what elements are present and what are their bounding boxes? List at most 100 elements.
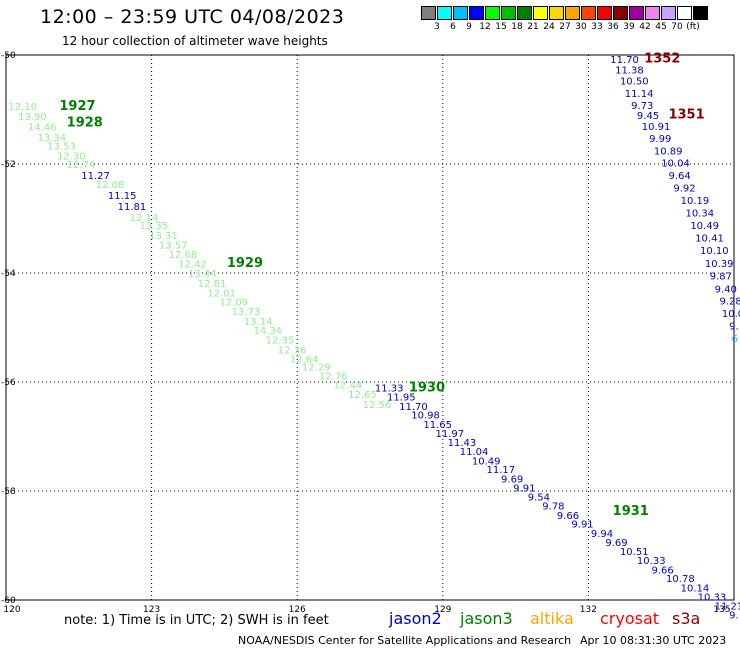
scale-swatch: [661, 6, 676, 20]
swh-value-label: 14.34: [254, 326, 283, 337]
swh-value-label: 10.33: [637, 556, 666, 567]
legend-cryosat: cryosat: [600, 609, 660, 628]
scale-swatch: [501, 6, 516, 20]
swh-value-label: 6: [732, 334, 738, 345]
swh-value-label: 13.31: [149, 231, 178, 242]
swh-value-label: 10.49: [690, 221, 719, 232]
credit-line: NOAA/NESDIS Center for Satellite Applica…: [238, 634, 572, 647]
generated-timestamp: Apr 10 08:31:30 UTC 2023: [580, 634, 727, 647]
swh-value-label: 14.46: [28, 122, 57, 133]
swh-value-label: 11.33: [375, 383, 404, 394]
legend-jason3: jason3: [460, 609, 513, 628]
footer-note: note: 1) Time is in UTC; 2) SWH is in fe…: [64, 613, 329, 628]
scale-tick-label: (ft): [686, 22, 700, 32]
scale-tick-label: 15: [495, 22, 507, 32]
scale-tick-label: 18: [511, 22, 523, 32]
scale-tick-label: 33: [591, 22, 603, 32]
map-frame: [5, 54, 735, 601]
swh-value-label: 9.28: [719, 296, 740, 307]
longitude-tick-label: 132: [580, 605, 597, 615]
scale-swatch: [421, 6, 436, 20]
scale-tick-label: 12: [479, 22, 491, 32]
pass-label: 1931: [613, 504, 649, 519]
latitude-tick-label: -52: [1, 160, 16, 170]
longitude-tick-label: 135: [713, 605, 730, 615]
swh-value-label: 11.14: [625, 89, 654, 100]
pass-label: 1930: [409, 380, 445, 395]
scale-tick-label: 42: [639, 22, 651, 32]
longitude-tick-label: 123: [143, 605, 160, 615]
scale-swatch: [677, 6, 692, 20]
swh-value-label: 12.64: [290, 355, 319, 366]
swh-value-label: 13.57: [159, 241, 188, 252]
latitude-tick-label: -58: [1, 487, 16, 497]
latitude-tick-label: -54: [1, 269, 16, 279]
map-subtitle: 12 hour collection of altimeter wave hei…: [62, 34, 328, 48]
swh-value-label: 11.15: [108, 191, 137, 202]
pass-label: 1929: [227, 256, 263, 271]
swh-value-label: 10.78: [666, 574, 695, 585]
scale-tick-label: 24: [543, 22, 555, 32]
scale-swatch: [485, 6, 500, 20]
scale-tick-label: 36: [607, 22, 619, 32]
map-title: 12:00 – 23:59 UTC 04/08/2023: [40, 6, 345, 28]
swh-value-label: 9.54: [528, 492, 550, 503]
swh-value-label: 9.92: [673, 183, 695, 194]
swh-value-label: 10.98: [411, 411, 440, 422]
swh-value-label: 12.30: [57, 151, 86, 162]
scale-swatch: [517, 6, 532, 20]
swh-value-label: 9.45: [637, 111, 659, 122]
scale-swatch: [581, 6, 596, 20]
legend-s3a: s3a: [672, 609, 701, 628]
latitude-tick-label: -50: [1, 51, 16, 61]
swh-value-label: 10.34: [685, 209, 714, 220]
scale-swatch: [453, 6, 468, 20]
latitude-tick-label: -60: [1, 596, 16, 606]
scale-tick-label: 6: [450, 22, 456, 32]
legend-altika: altika: [530, 609, 574, 628]
scale-tick-label: 9: [466, 22, 472, 32]
scale-swatch: [613, 6, 628, 20]
swh-value-label: 10.41: [695, 234, 724, 245]
swh-value-label: 13.44: [188, 269, 217, 280]
pass-label: 1352: [644, 52, 680, 67]
scale-swatch: [629, 6, 644, 20]
swh-value-label: 10.91: [642, 122, 671, 133]
swh-value-label: 9.73: [631, 101, 653, 112]
scale-tick-label: 27: [559, 22, 571, 32]
swh-value-label: 13.73: [232, 307, 261, 318]
swh-value-label: 11.21: [715, 601, 740, 612]
swh-value-label: 10.39: [705, 259, 734, 270]
swh-value-label: 11.27: [81, 171, 110, 182]
scale-tick-label: 30: [575, 22, 587, 32]
swh-value-label: 9.94: [591, 529, 613, 540]
swh-value-label: 12.10: [8, 102, 37, 113]
scale-swatch: [437, 6, 452, 20]
swh-value-label: 9.69: [501, 474, 523, 485]
swh-value-label: 9.99: [649, 134, 671, 145]
swh-value-label: 11.17: [486, 465, 515, 476]
swh-value-label: 13.90: [18, 112, 47, 123]
swh-value-label: 12.74: [67, 160, 96, 171]
swh-value-label: 12.65: [348, 390, 377, 401]
swh-value-label: 12.09: [220, 297, 249, 308]
latitude-tick-label: -56: [1, 378, 16, 388]
swh-value-label: 10.14: [681, 583, 710, 594]
swh-value-label: 12.76: [319, 371, 348, 382]
scale-swatch: [469, 6, 484, 20]
swh-value-label: 12.14: [130, 213, 159, 224]
swh-value-label: 11.70: [610, 55, 639, 66]
swh-value-label: 13.34: [38, 133, 67, 144]
swh-value-label: 11.97: [436, 429, 465, 440]
swh-value-label: 10.0: [722, 309, 740, 320]
swh-value-label: 13.53: [47, 141, 76, 152]
scale-swatch: [693, 6, 708, 20]
swh-value-label: 11.43: [448, 438, 477, 449]
swh-value-label: 9.: [729, 321, 739, 332]
swh-value-label: 9.40: [715, 284, 737, 295]
swh-value-label: 12.08: [96, 180, 125, 191]
swh-value-label: 9.91: [571, 520, 593, 531]
longitude-tick-label: 129: [434, 605, 451, 615]
scale-tick-label: 3: [434, 22, 440, 32]
